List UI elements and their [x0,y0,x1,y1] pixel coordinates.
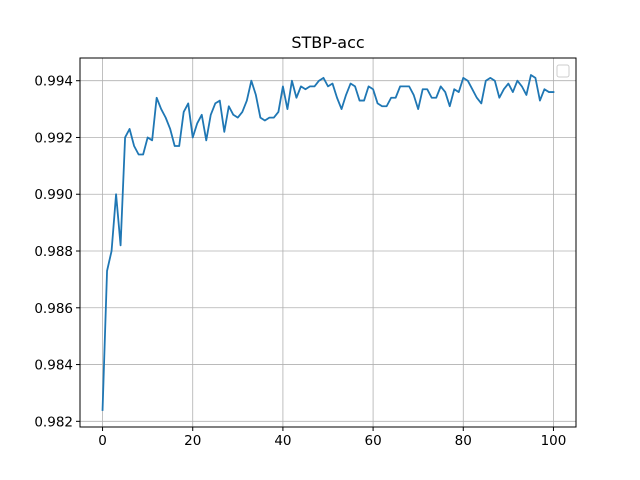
y-tick-label: 0.988 [34,244,73,260]
legend-box [556,64,570,78]
y-tick-label: 0.984 [34,358,73,374]
tick-layer: 0 20 40 60 80 100 0.982 0.984 0.986 0.988 0.990 0.9… [34,74,566,449]
chart-title: STBP-acc [291,33,364,52]
y-tick-label: 0.986 [34,301,73,317]
y-tick-label: 0.982 [34,414,73,430]
y-tick-label: 0.990 [34,187,73,203]
x-tick-label: 0 [98,433,107,449]
x-tick-label: 100 [541,433,567,449]
y-tick-label: 0.992 [34,130,73,146]
y-tick-label: 0.994 [34,74,73,90]
x-tick-label: 40 [274,433,291,449]
x-tick-label: 80 [455,433,472,449]
axes-frame [79,57,577,428]
x-tick-label: 20 [184,433,201,449]
series-layer [101,74,555,411]
x-tick-label: 60 [364,433,381,449]
